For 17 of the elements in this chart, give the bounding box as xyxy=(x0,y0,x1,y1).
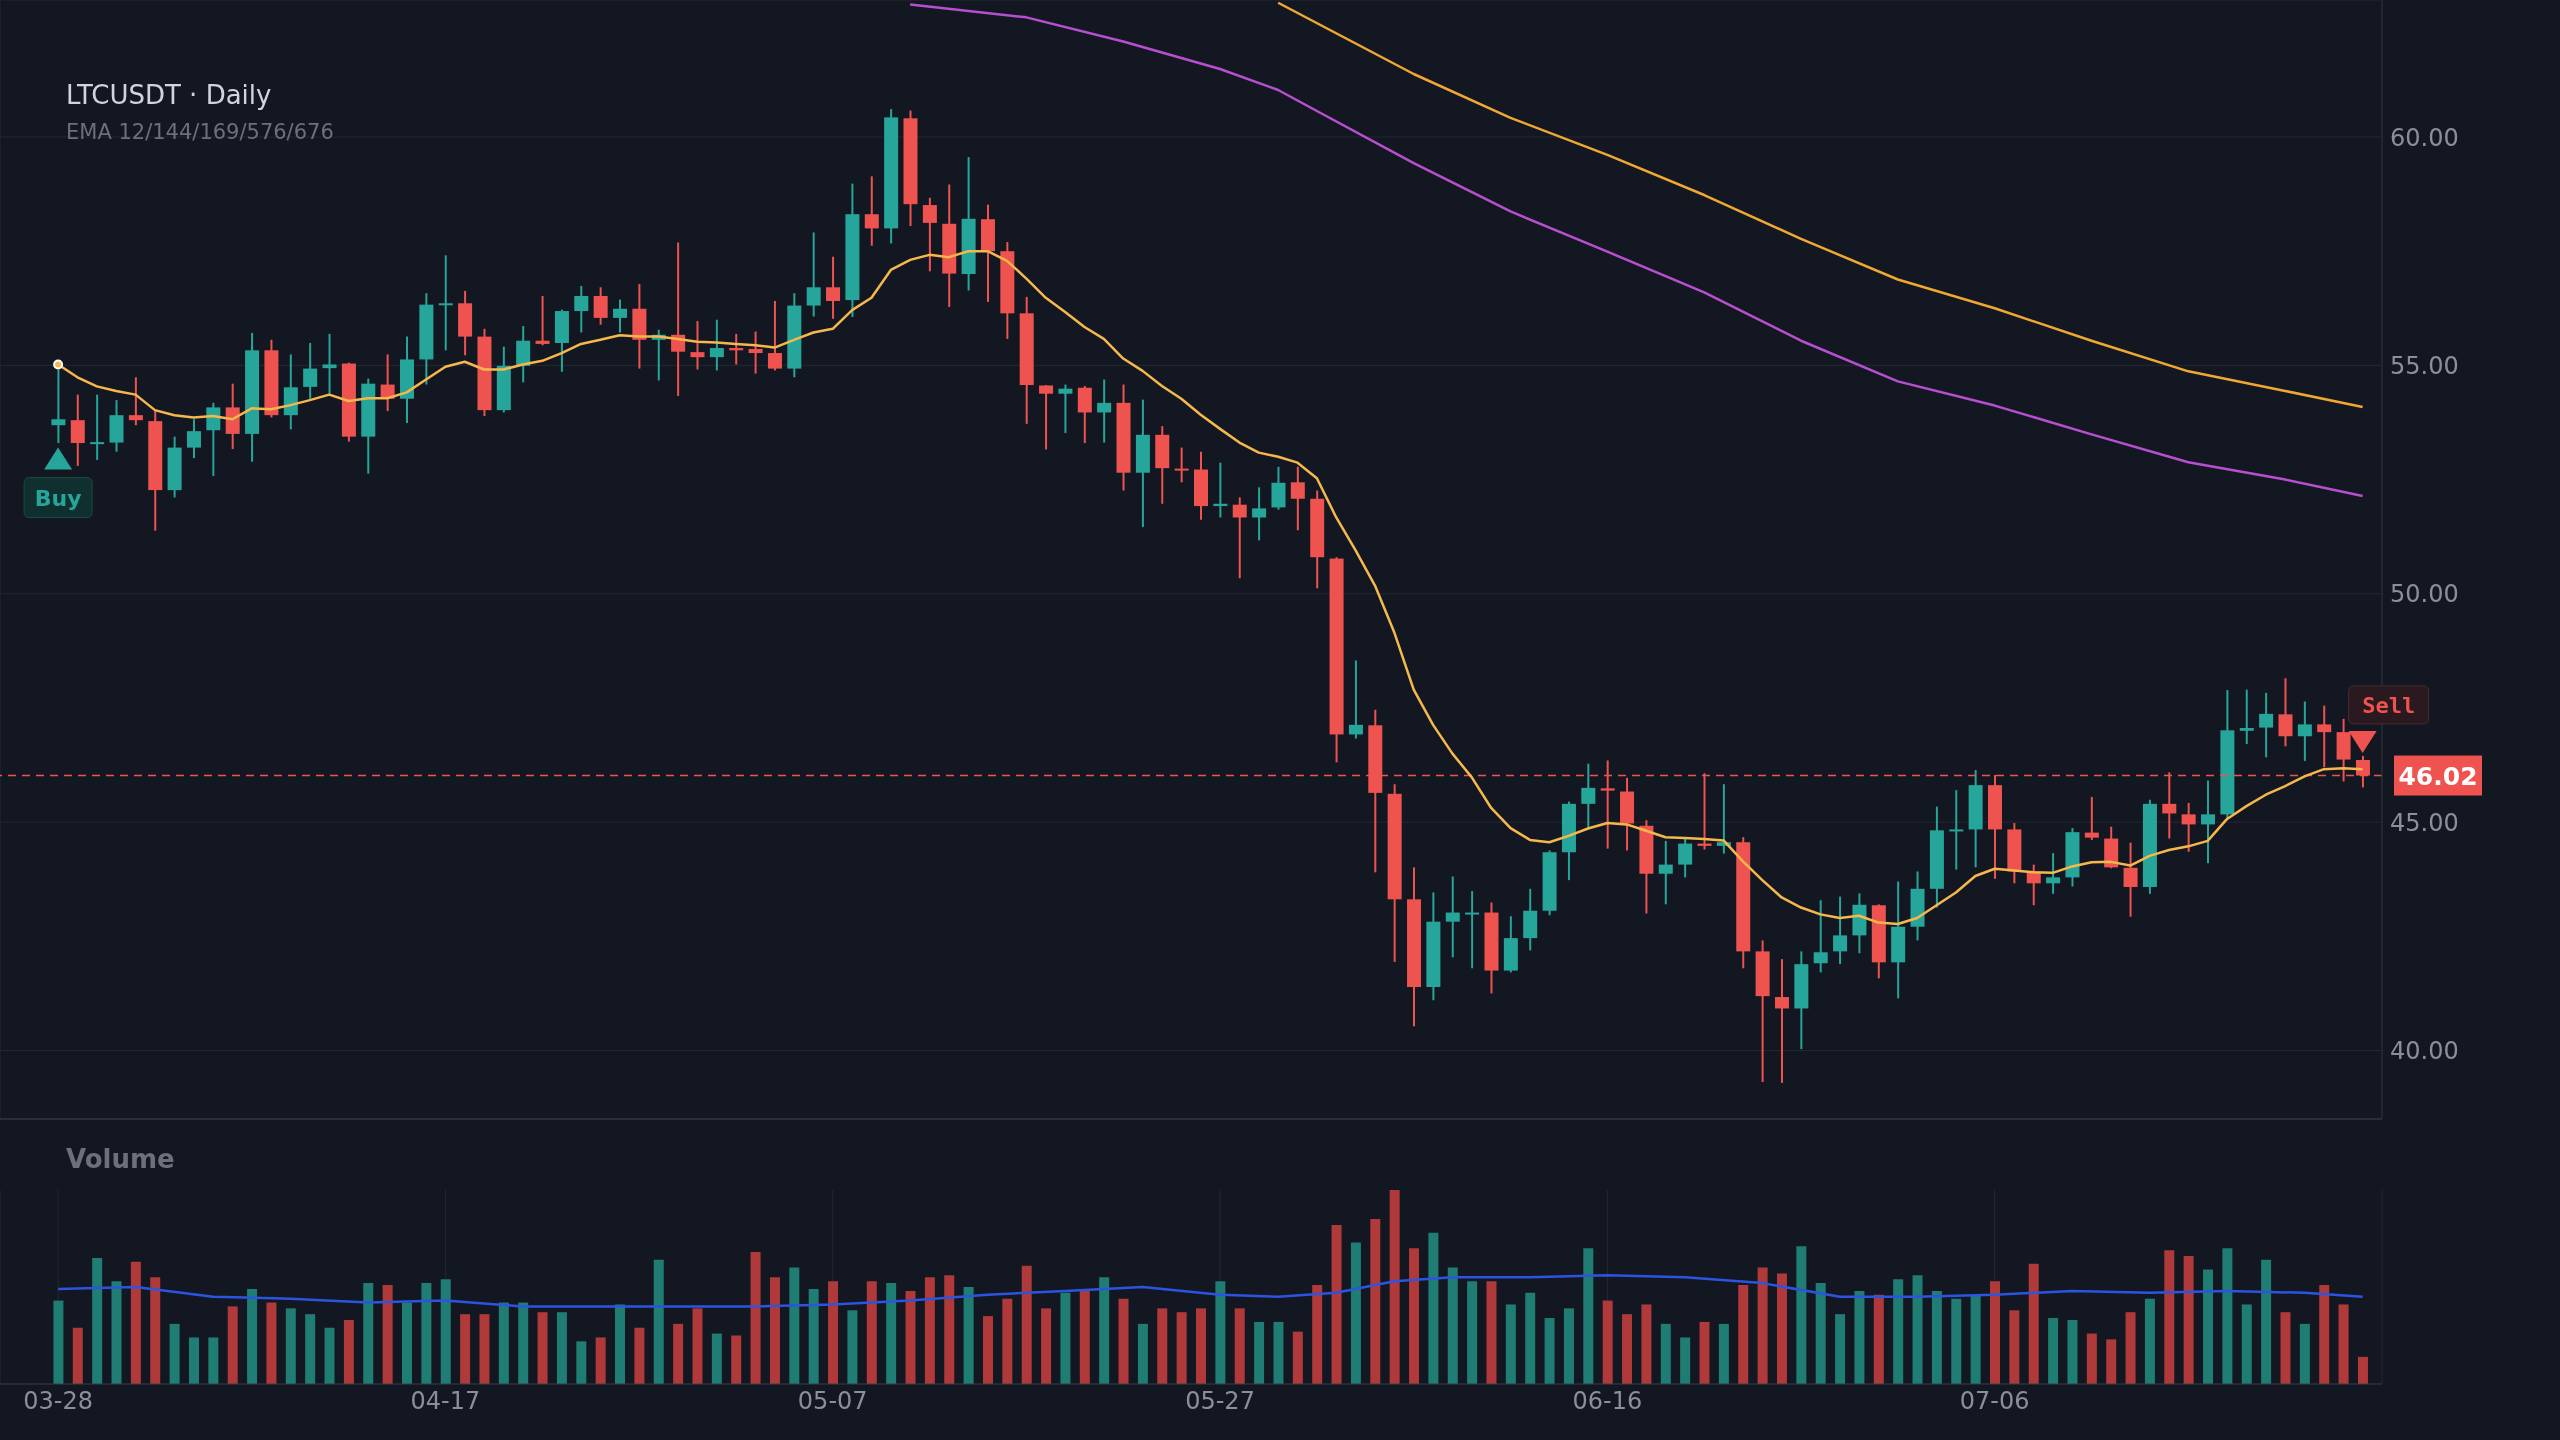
y-tick-label: 45.00 xyxy=(2390,808,2459,837)
x-tick-label: 05-27 xyxy=(1185,1387,1255,1416)
text: EMA 12/144/169/576/676 xyxy=(66,120,334,144)
x-tick-label: 07-06 xyxy=(1959,1387,2030,1416)
x-tick-label: 04-17 xyxy=(410,1387,481,1416)
y-tick-label: 60.00 xyxy=(2390,123,2459,152)
x-tick-label: 06-16 xyxy=(1572,1387,1643,1416)
x-tick-label: 03-28 xyxy=(23,1387,93,1416)
y-tick-label: 55.00 xyxy=(2390,351,2459,380)
y-tick-label: 40.00 xyxy=(2390,1037,2459,1066)
ref-line-label: 46.02 xyxy=(2398,761,2478,791)
x-tick-label: 05-07 xyxy=(797,1387,868,1416)
annotation: Buy xyxy=(34,485,82,511)
annotation: Sell xyxy=(2362,692,2416,718)
y-tick-label: 50.00 xyxy=(2390,580,2459,609)
text: LTCUSDT · Daily xyxy=(66,80,272,110)
chart-title: Volume xyxy=(66,1144,175,1174)
